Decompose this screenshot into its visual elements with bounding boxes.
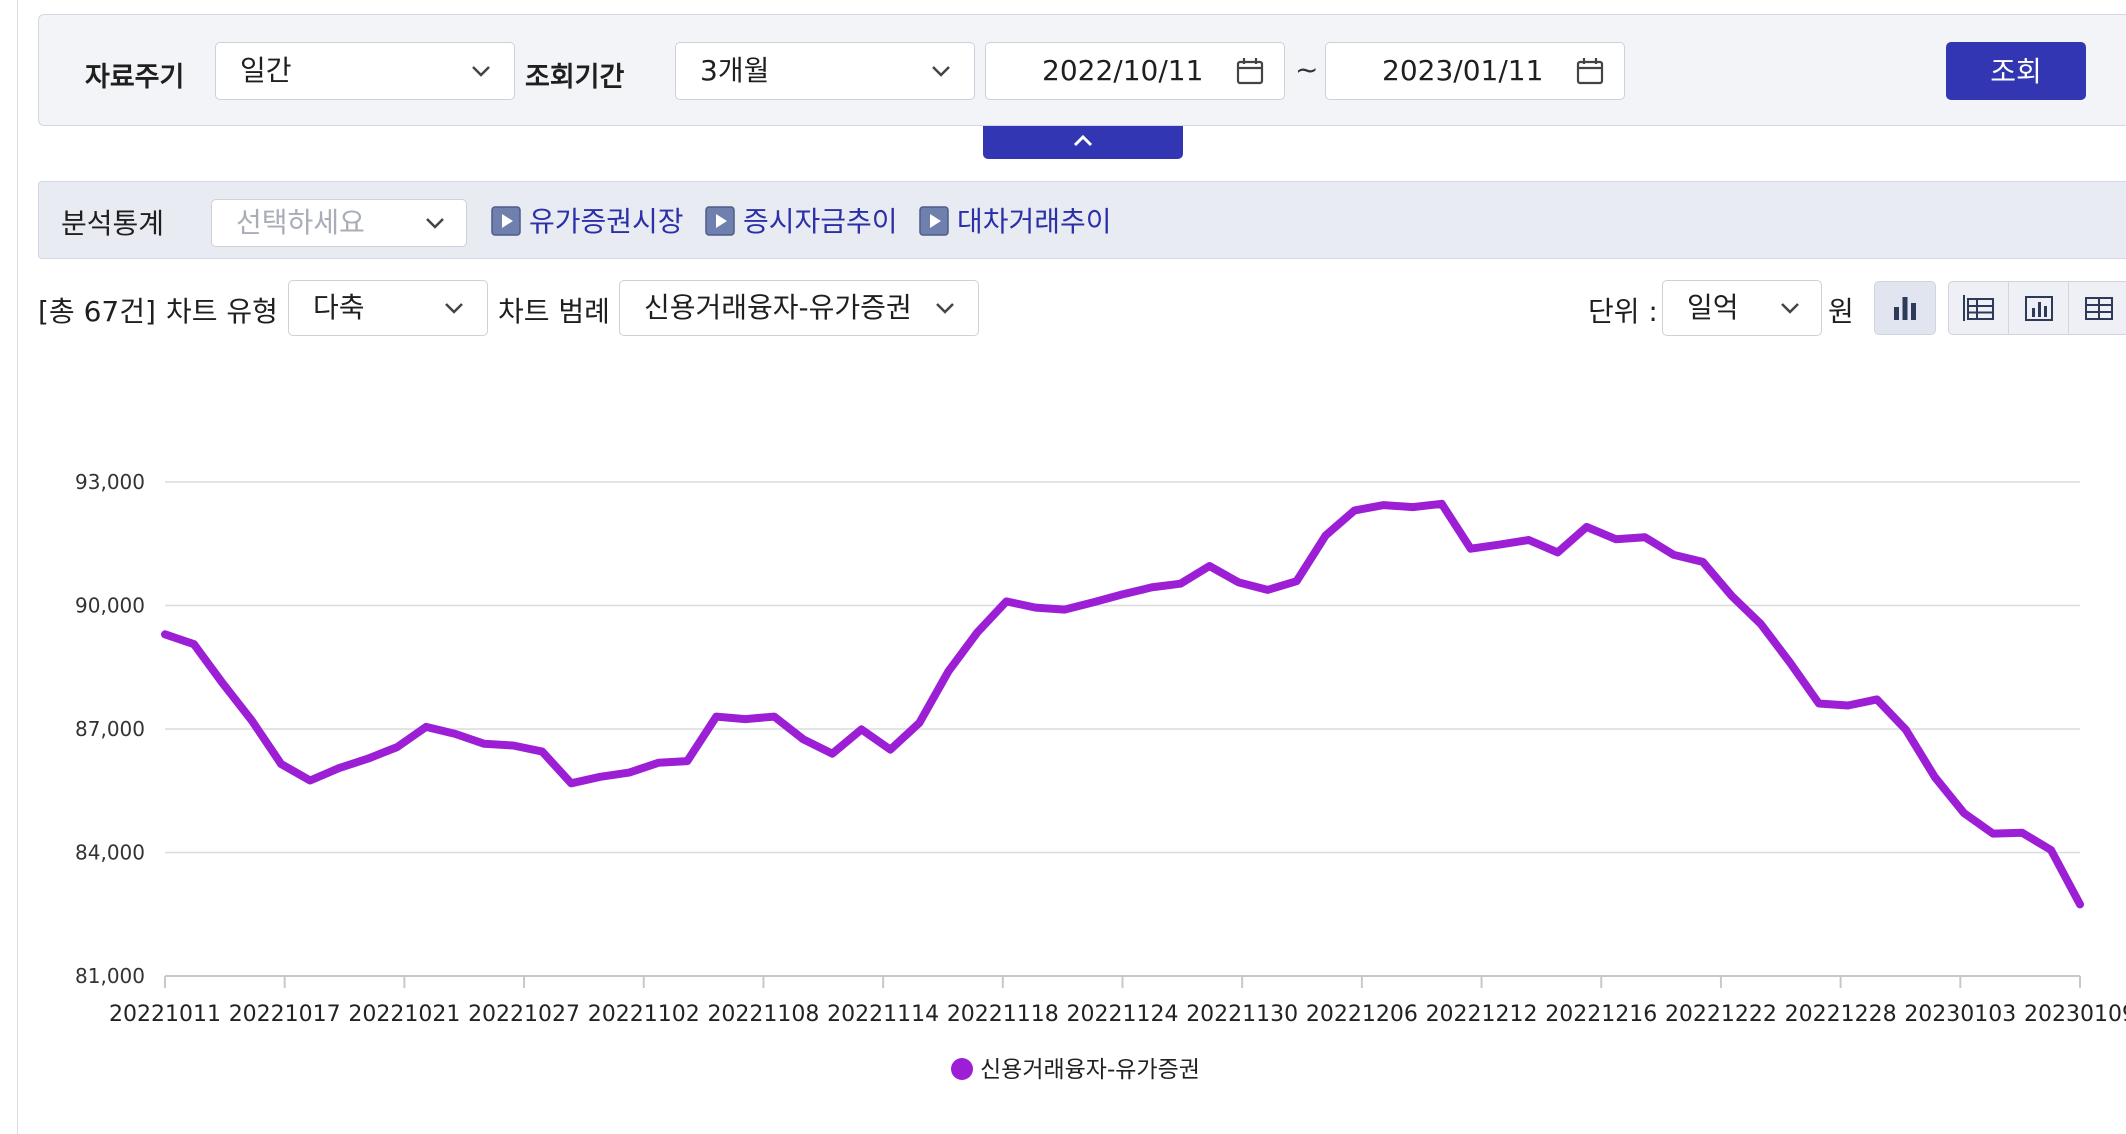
play-icon — [919, 206, 949, 236]
analysis-select-placeholder: 선택하세요 — [236, 206, 365, 239]
x-tick-label: 20221021 — [348, 1002, 460, 1027]
date-range-separator: ~ — [1295, 53, 1319, 86]
chart-legend-value: 신용거래융자-유가증권 — [644, 291, 912, 324]
link-kospi-market[interactable]: 유가증권시장 — [529, 205, 684, 238]
line-chart: 81,000 84,000 87,000 90,000 93,000 20221011 2… — [75, 470, 2126, 1083]
unit-label: 단위 : — [1588, 295, 1658, 328]
period-label: 자료주기 — [85, 62, 185, 93]
series-line — [161, 499, 2084, 909]
chart-type-label: 차트 유형 — [166, 295, 278, 328]
y-tick-label: 84,000 — [75, 841, 145, 865]
y-tick-label: 81,000 — [75, 964, 145, 988]
link-stock-lending-trend[interactable]: 대차거래추이 — [957, 205, 1112, 238]
collapse-panel-button[interactable] — [983, 126, 1183, 159]
x-tick-label: 20221118 — [947, 1002, 1059, 1027]
x-tick-label: 20221108 — [707, 1002, 819, 1027]
period-select[interactable]: 일간 — [215, 42, 515, 100]
analysis-select[interactable]: 선택하세요 — [211, 199, 467, 247]
analysis-bar: 분석통계 선택하세요 유가증권시장 증시자금추이 대차거래추이 — [38, 181, 2126, 259]
range-label: 조회기간 — [525, 62, 625, 93]
y-tick-label: 90,000 — [75, 594, 145, 618]
x-tick-label: 20230103 — [1904, 1002, 2016, 1027]
x-tick-label: 20221102 — [588, 1002, 700, 1027]
left-border — [17, 0, 18, 1134]
play-icon — [491, 206, 521, 236]
x-tick-label: 20221222 — [1665, 1002, 1777, 1027]
x-tick-label: 20221017 — [229, 1002, 341, 1027]
start-date-input[interactable]: 2022/10/11 — [985, 42, 1285, 100]
y-tick-label: 87,000 — [75, 717, 145, 741]
chevron-down-icon — [445, 303, 463, 314]
bar-chart-view-button[interactable] — [1874, 281, 1936, 335]
end-date-value: 2023/01/11 — [1382, 54, 1544, 87]
analysis-label: 분석통계 — [61, 207, 165, 240]
calendar-icon[interactable] — [1236, 57, 1264, 85]
chart-legend[interactable]: 신용거래융자-유가증권 — [951, 1057, 1200, 1083]
grid-view-button[interactable] — [2068, 281, 2126, 335]
x-tick-label: 20221206 — [1306, 1002, 1418, 1027]
chevron-down-icon — [936, 303, 954, 314]
x-tick-label: 20221212 — [1426, 1002, 1538, 1027]
table-chart-icon — [1963, 295, 1994, 321]
grid-icon — [2085, 297, 2113, 320]
calendar-icon[interactable] — [1576, 57, 1604, 85]
table-chart-view-button[interactable] — [1948, 281, 2010, 335]
query-button[interactable]: 조회 — [1946, 42, 2086, 100]
x-tick-label: 20221114 — [827, 1002, 939, 1027]
chevron-down-icon — [932, 66, 950, 77]
unit-select[interactable]: 일억 — [1662, 280, 1822, 336]
x-tick-label: 20230109 — [2024, 1002, 2126, 1027]
chevron-up-icon — [1073, 134, 1093, 147]
total-count: [총 67건] — [38, 295, 156, 328]
bar-chart-icon — [1894, 297, 1916, 320]
link-market-funds-trend[interactable]: 증시자금추이 — [743, 205, 898, 238]
end-date-input[interactable]: 2023/01/11 — [1325, 42, 1625, 100]
unit-suffix: 원 — [1828, 295, 1854, 328]
x-tick-label: 20221124 — [1067, 1002, 1179, 1027]
x-tick-label: 20221011 — [109, 1002, 221, 1027]
chevron-down-icon — [1781, 303, 1799, 314]
y-tick-label: 93,000 — [75, 470, 145, 494]
x-tick-label: 20221130 — [1186, 1002, 1298, 1027]
chart-icon — [2025, 296, 2053, 321]
chevron-down-icon — [472, 66, 490, 77]
period-select-value: 일간 — [240, 54, 292, 87]
chart-type-select[interactable]: 다축 — [288, 280, 488, 336]
x-tick-label: 20221027 — [468, 1002, 580, 1027]
x-tick-label: 20221228 — [1785, 1002, 1897, 1027]
chart-type-value: 다축 — [313, 291, 365, 324]
chevron-down-icon — [426, 218, 444, 229]
chart-legend-label: 차트 범례 — [498, 295, 610, 328]
range-select[interactable]: 3개월 — [675, 42, 975, 100]
legend-marker — [951, 1058, 973, 1080]
search-panel: 자료주기 일간 조회기간 3개월 2022/10/11 ~ 2023/01/11 — [38, 14, 2126, 126]
unit-select-value: 일억 — [1687, 291, 1739, 324]
chart-view-button[interactable] — [2008, 281, 2070, 335]
range-select-value: 3개월 — [700, 54, 770, 87]
chart-legend-select[interactable]: 신용거래융자-유가증권 — [619, 280, 979, 336]
legend-label: 신용거래융자-유가증권 — [980, 1057, 1200, 1083]
play-icon — [705, 206, 735, 236]
x-tick-label: 20221216 — [1545, 1002, 1657, 1027]
start-date-value: 2022/10/11 — [1042, 54, 1204, 87]
